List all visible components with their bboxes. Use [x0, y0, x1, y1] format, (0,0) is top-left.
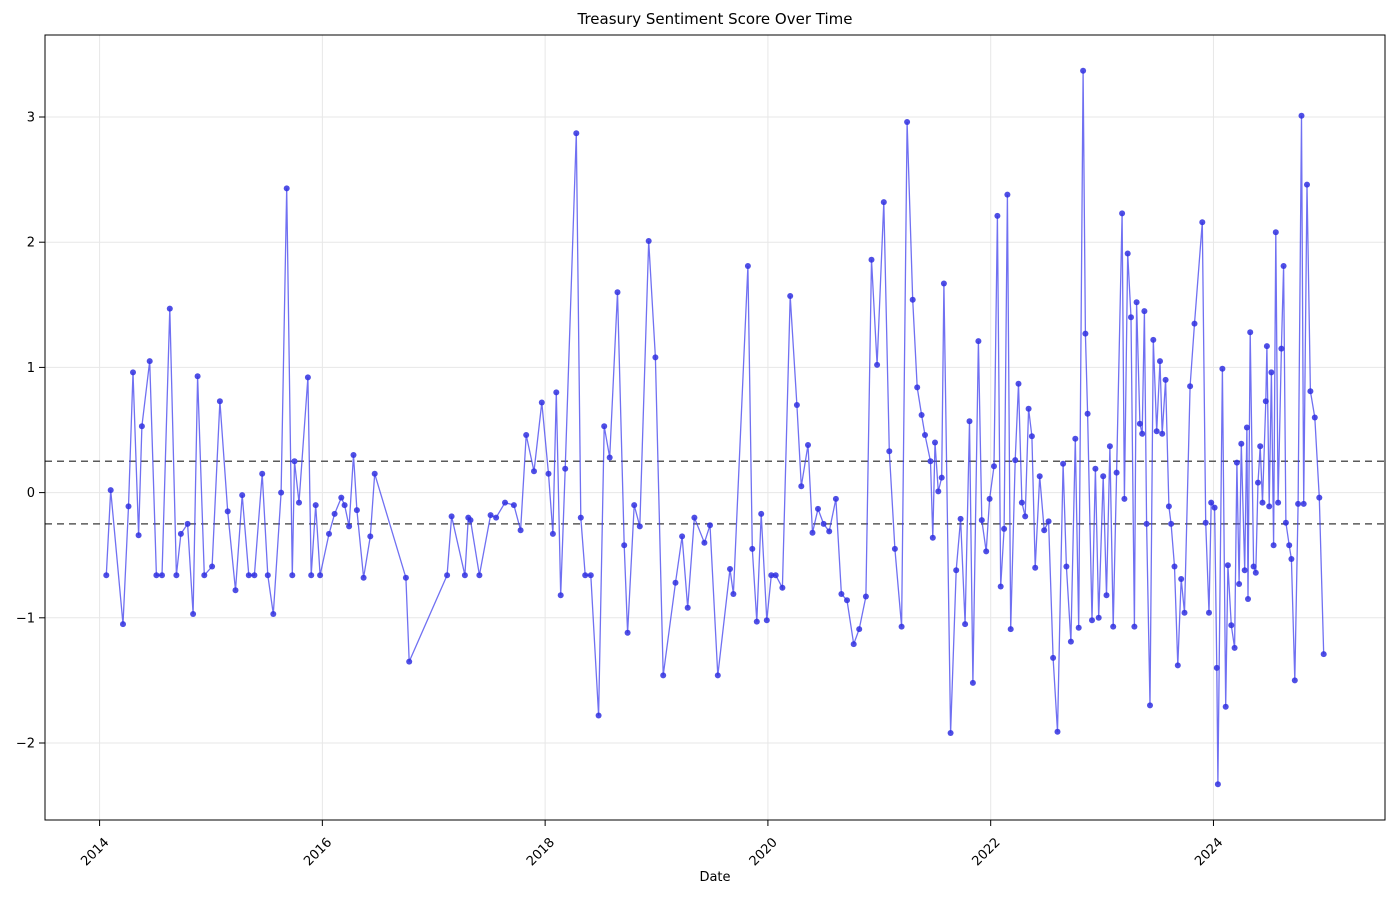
svg-text:2022: 2022 [970, 835, 1004, 869]
chart-title: Treasury Sentiment Score Over Time [577, 10, 853, 28]
x-axis-ticks: 2014 2016 2018 2020 2022 2024 [78, 820, 1226, 869]
svg-text:−2: −2 [16, 737, 35, 752]
svg-text:2: 2 [27, 236, 35, 251]
threshold-lines [45, 460, 1385, 525]
plot-border [44, 34, 1386, 821]
svg-text:2016: 2016 [301, 835, 335, 869]
svg-text:1: 1 [27, 361, 35, 376]
svg-text:2020: 2020 [747, 835, 781, 869]
sentiment-line [105, 70, 1325, 785]
y-axis-ticks: −2 −1 0 1 2 3 [16, 111, 45, 752]
x-axis-label: Date [699, 870, 731, 885]
svg-text:2018: 2018 [524, 835, 558, 869]
svg-text:2024: 2024 [1192, 835, 1226, 869]
svg-text:3: 3 [27, 111, 35, 126]
svg-text:2014: 2014 [78, 835, 112, 869]
grid-lines [45, 35, 1385, 820]
svg-text:−1: −1 [16, 611, 35, 626]
svg-text:0: 0 [27, 486, 35, 501]
data-point-markers [103, 67, 1327, 788]
